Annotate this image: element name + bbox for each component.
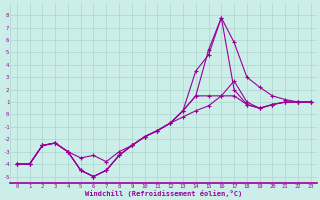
X-axis label: Windchill (Refroidissement éolien,°C): Windchill (Refroidissement éolien,°C) bbox=[85, 190, 243, 197]
